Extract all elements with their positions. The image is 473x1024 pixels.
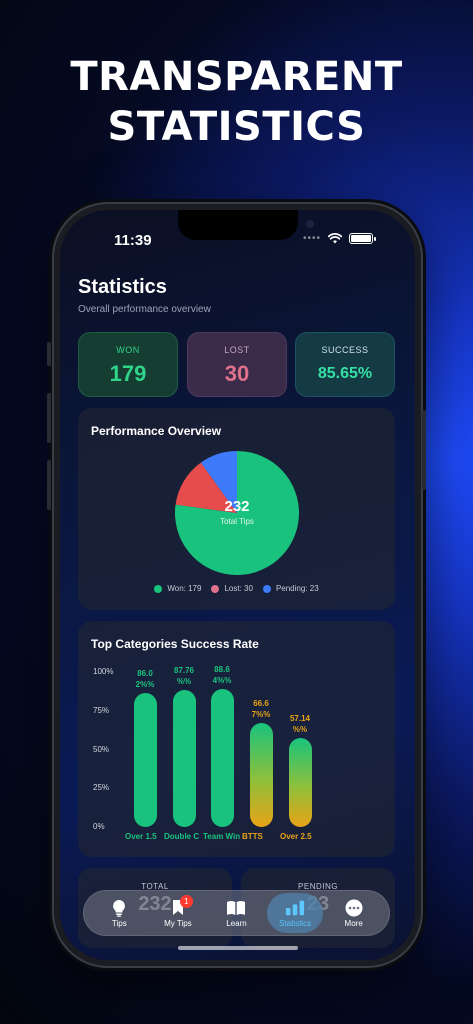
battery-icon (349, 233, 376, 244)
tab-more[interactable]: More (326, 893, 382, 933)
lost-label: LOST (224, 345, 250, 355)
bar-category-label: Over 2.5 (280, 832, 312, 841)
book-icon (226, 899, 246, 917)
pie-chart (175, 451, 299, 575)
bar-btts (250, 722, 273, 827)
tab-more-label: More (344, 918, 363, 928)
top-categories-panel: Top Categories Success Rate 100% 75% 50%… (78, 621, 395, 857)
lost-stat-card: LOST 30 (187, 332, 287, 397)
performance-overview-title: Performance Overview (91, 424, 222, 438)
bar-value-label: 86.0 2%% (135, 668, 155, 689)
phone-volume-down (47, 460, 51, 510)
pie-total-value: 232 (224, 498, 250, 515)
pie-legend: Won: 179 Lost: 30 Pending: 23 (78, 584, 395, 593)
performance-overview-panel: Performance Overview 232 Total Tips Won:… (78, 408, 395, 610)
top-categories-title: Top Categories Success Rate (91, 637, 259, 651)
won-value: 179 (109, 361, 147, 386)
tab-learn-label: Learn (226, 918, 247, 928)
total-label: TOTAL (141, 882, 169, 891)
more-icon (344, 899, 364, 917)
bar-double-c (173, 690, 196, 827)
tab-statistics[interactable]: Statistics (267, 893, 324, 933)
legend-label-lost: Lost: 30 (224, 584, 253, 593)
bar-category-label: BTTS (242, 832, 263, 841)
status-time: 11:39 (114, 232, 152, 249)
phone-volume-up (47, 393, 51, 443)
legend-label-won: Won: 179 (167, 584, 202, 593)
bar-category-label: Double C (164, 832, 200, 841)
won-label: WON (116, 345, 140, 355)
y-tick-0: 0% (93, 822, 105, 831)
pie-center-label: 232 Total Tips (175, 498, 299, 526)
bar-category-label: Over 1.5 (125, 832, 157, 841)
tab-learn[interactable]: Learn (208, 893, 264, 933)
legend-label-pending: Pending: 23 (275, 584, 319, 593)
y-tick-100: 100% (93, 667, 114, 676)
notch (178, 210, 314, 240)
legend-item-won: Won: 179 (154, 584, 201, 593)
headline-line-2: STATISTICS (107, 104, 366, 150)
bar-category-label: Team Win (203, 832, 241, 841)
y-tick-75: 75% (93, 706, 110, 715)
pie-slice-lost (175, 462, 237, 513)
bar-team-win (211, 688, 234, 827)
phone-power-button (422, 410, 426, 490)
promo-headline: TRANSPARENT STATISTICS (0, 52, 473, 152)
success-stat-card: SUCCESS 85.65% (295, 332, 395, 397)
bar-over-1-5 (134, 692, 157, 827)
bar-value-label: 87.76 %% (173, 666, 195, 687)
bar-value-label: 88.6 4%% (212, 664, 232, 685)
tab-tips[interactable]: Tips (91, 893, 147, 933)
y-tick-50: 50% (93, 745, 110, 754)
wifi-icon (328, 233, 342, 244)
y-tick-25: 25% (93, 783, 110, 792)
my-tips-badge: 1 (179, 895, 193, 908)
home-indicator (178, 946, 298, 950)
success-value: 85.65% (317, 365, 373, 382)
pending-label: PENDING (298, 882, 338, 891)
bar-over-2-5 (289, 737, 312, 827)
pie-total-caption: Total Tips (220, 517, 254, 526)
tab-tips-label: Tips (111, 918, 127, 928)
lightbulb-icon (109, 899, 129, 917)
status-icons: •••• (302, 233, 376, 244)
bar-value-label: 66.6 7%% (251, 698, 271, 719)
headline-line-1: TRANSPARENT (70, 54, 403, 100)
tab-my-tips-label: My Tips (164, 918, 192, 928)
legend-item-lost: Lost: 30 (211, 584, 253, 593)
lost-value: 30 (224, 361, 250, 386)
phone-mute-switch (47, 342, 51, 366)
pie-slice-pending (200, 451, 237, 513)
legend-dot-won (154, 584, 163, 593)
legend-item-pending: Pending: 23 (262, 584, 319, 593)
signal-icon: •••• (302, 233, 321, 244)
won-stat-card: WON 179 (78, 332, 178, 397)
page-title: Statistics (78, 276, 167, 298)
tab-bar: Tips 1 My Tips Learn Statistics More (83, 890, 390, 936)
app-screen: 11:39 •••• Statistics Overall performanc… (60, 210, 415, 960)
legend-dot-lost (211, 584, 220, 593)
page-subtitle: Overall performance overview (78, 304, 211, 315)
success-label: SUCCESS (321, 345, 369, 355)
legend-dot-pending (262, 584, 271, 593)
tab-my-tips[interactable]: 1 My Tips (150, 893, 206, 933)
bar-chart-icon (285, 899, 305, 917)
bar-value-label: 57.14 %% (289, 713, 311, 734)
tab-statistics-label: Statistics (279, 918, 312, 928)
